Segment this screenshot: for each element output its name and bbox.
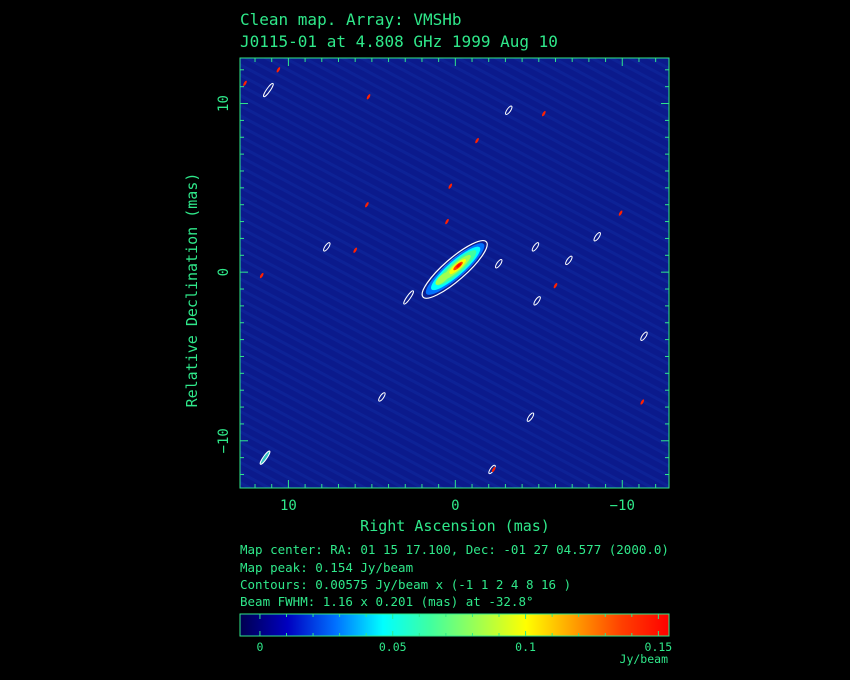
x-tick-label: 10 [280, 498, 297, 514]
bright-pixel [365, 202, 369, 208]
y-axis-label: Relative Declination (mas) [183, 173, 201, 408]
bright-pixel [553, 282, 558, 289]
contour-island [565, 255, 573, 266]
bright-pixel [491, 466, 496, 473]
bright-pixel [243, 80, 247, 86]
contour-island [531, 242, 540, 252]
contour-island [593, 232, 601, 242]
contour-island [526, 412, 535, 422]
bright-pixel [366, 94, 371, 100]
contour-island [403, 290, 414, 305]
bright-pixel [541, 110, 546, 117]
contour-island [259, 450, 271, 465]
contour-island [505, 105, 513, 115]
colorbar [239, 613, 670, 637]
contour-line [421, 240, 488, 299]
contour-island [263, 82, 274, 98]
plot-title-line2: J0115-01 at 4.808 GHz 1999 Aug 10 [240, 32, 558, 51]
bright-pixel [618, 210, 623, 216]
plot-title-line1: Clean map. Array: VMSHb [240, 10, 462, 29]
plot-frame [239, 57, 670, 489]
y-tick-label: 0 [216, 268, 232, 276]
map-peak-text: Map peak: 0.154 Jy/beam [240, 560, 414, 575]
bright-pixel [445, 218, 449, 225]
bright-pixel [448, 183, 453, 189]
x-axis-label: Right Ascension (mas) [360, 517, 550, 535]
y-tick-label: −10 [216, 428, 232, 453]
colorbar-tick-label: 0.05 [379, 640, 407, 654]
colorbar-tick-label: 0 [256, 640, 263, 654]
map-center-text: Map center: RA: 01 15 17.100, Dec: -01 2… [240, 542, 669, 557]
x-tick-label: 0 [451, 498, 459, 514]
source-emission [456, 263, 462, 268]
bright-pixel [640, 399, 645, 405]
beam-text: Beam FWHM: 1.16 x 0.201 (mas) at -32.8° [240, 594, 534, 609]
contour-island [378, 392, 386, 402]
contour-island [640, 331, 648, 341]
bright-pixel [276, 67, 281, 73]
colorbar-tick-label: 0.15 [645, 640, 673, 654]
contour-island [533, 296, 541, 306]
colorbar-tick-label: 0.1 [515, 640, 536, 654]
contour-island [323, 242, 331, 252]
bright-pixel [353, 247, 358, 253]
contours-text: Contours: 0.00575 Jy/beam x (-1 1 2 4 8 … [240, 577, 572, 592]
bright-pixel [259, 272, 264, 279]
bright-pixel [475, 137, 479, 144]
contour-island [495, 259, 503, 269]
x-tick-label: −10 [610, 498, 635, 514]
colorbar-unit: Jy/beam [620, 652, 669, 666]
source-emission [435, 271, 450, 285]
y-tick-label: 10 [216, 95, 232, 112]
